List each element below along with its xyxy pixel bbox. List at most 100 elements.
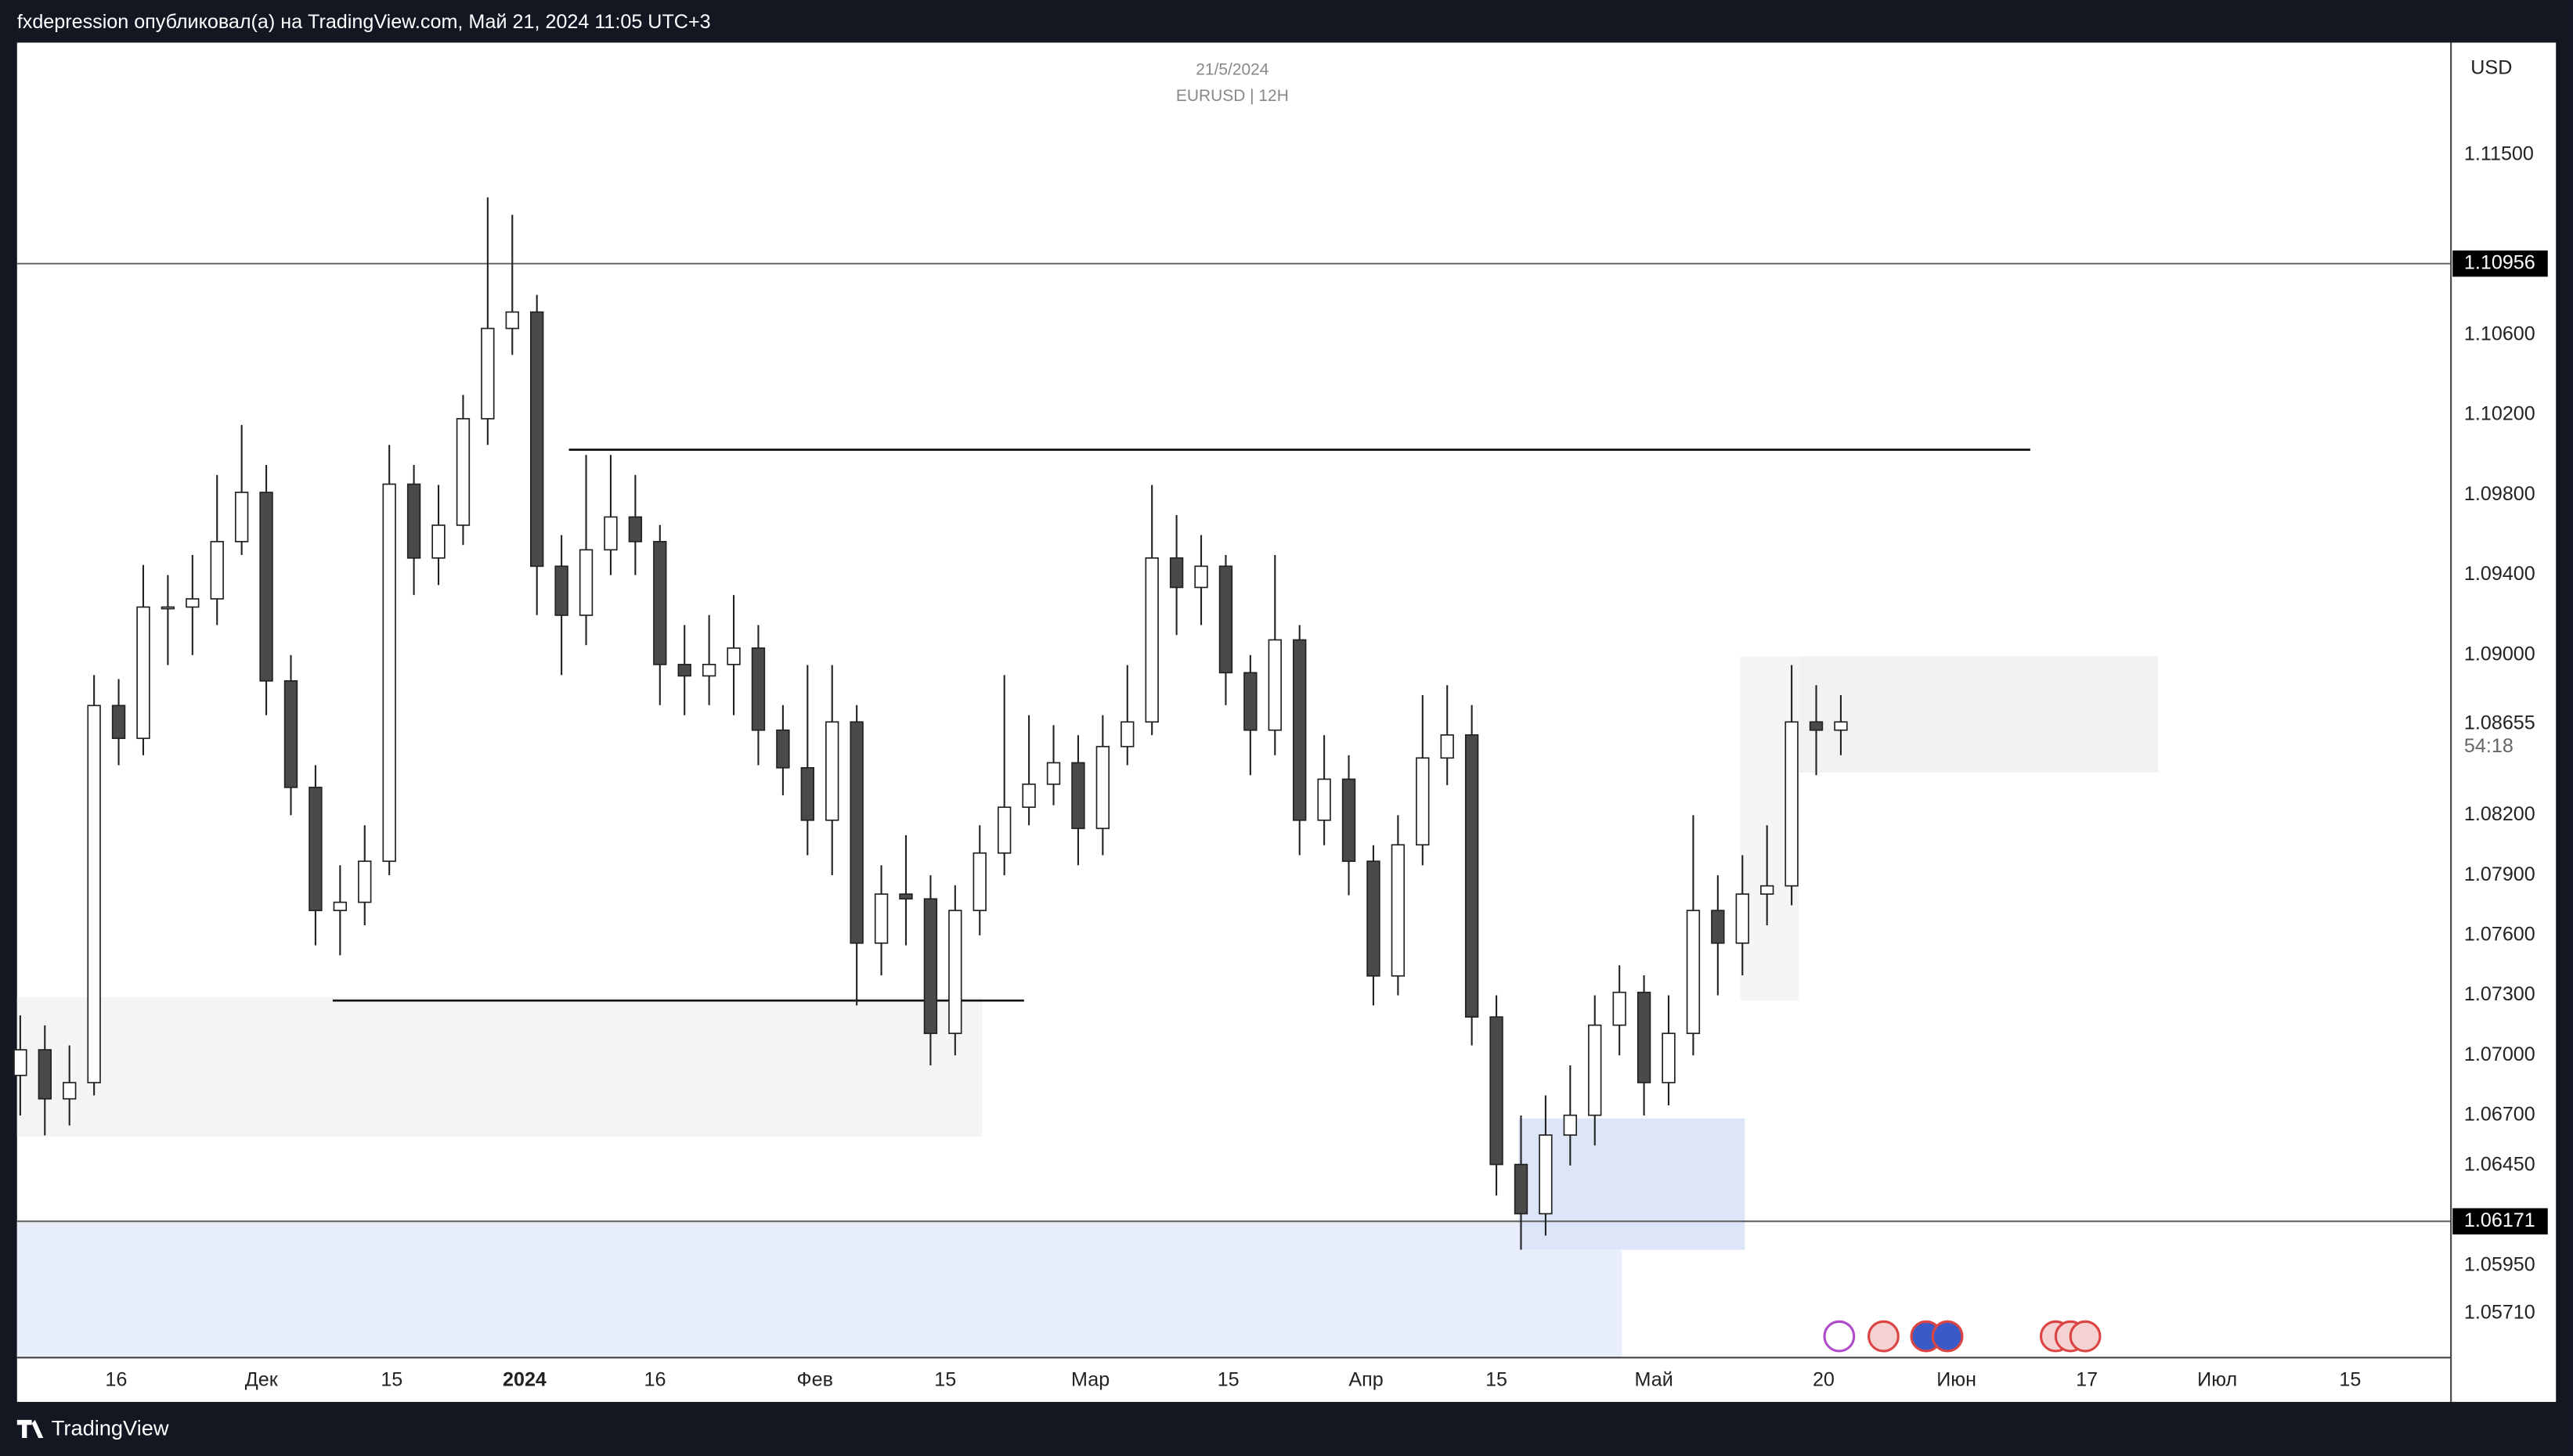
candle-body: [1834, 721, 1848, 731]
countdown: 54:18: [2464, 735, 2513, 757]
candle-body: [1268, 639, 1282, 731]
candle-body: [1391, 844, 1406, 977]
x-tick-label: Фев: [797, 1368, 833, 1390]
candle-body: [776, 729, 790, 769]
event-icons: [1823, 1320, 2102, 1353]
x-tick-label: 15: [934, 1368, 956, 1390]
candle-body: [1169, 557, 1184, 589]
chart-panel: [16, 42, 2557, 1402]
candle-body: [554, 565, 568, 616]
candle-body: [333, 901, 348, 911]
zone: [1518, 1118, 1745, 1250]
candle-body: [1317, 778, 1331, 821]
level-label-bg: [2452, 250, 2548, 277]
candle-body: [825, 721, 839, 821]
y-tick-label: 1.09400: [2464, 563, 2535, 585]
candle-body: [161, 606, 175, 610]
candle-body: [505, 311, 519, 330]
y-tick-label: 1.07600: [2464, 923, 2535, 945]
candle-body: [923, 898, 938, 1034]
x-tick-label: 16: [644, 1368, 666, 1390]
candle-body: [899, 893, 913, 900]
candle-body: [1022, 783, 1036, 809]
y-tick-label: 1.06450: [2464, 1154, 2535, 1176]
x-tick-label: 16: [105, 1368, 127, 1390]
candle-body: [210, 541, 224, 600]
candle-body: [1539, 1134, 1553, 1215]
x-tick-label: Мар: [1071, 1368, 1110, 1390]
last-price: 1.08655: [2464, 712, 2535, 734]
candle-body: [751, 647, 766, 731]
event-icon[interactable]: [1931, 1320, 1964, 1353]
level-label-bg: [2452, 1208, 2548, 1234]
candle-body: [604, 516, 618, 551]
candle-body: [283, 680, 298, 788]
y-tick-label: 1.07900: [2464, 863, 2535, 885]
event-icon[interactable]: [1868, 1320, 1900, 1353]
candle-body: [727, 647, 741, 665]
candle-body: [800, 766, 815, 821]
candle-body: [1588, 1024, 1602, 1116]
candle-body: [431, 524, 446, 559]
x-tick-label: 15: [1485, 1368, 1507, 1390]
y-tick-label: 1.05710: [2464, 1302, 2535, 1324]
x-tick-label: 15: [1218, 1368, 1240, 1390]
candle-body: [1735, 893, 1749, 944]
y-tick-label: 1.10600: [2464, 323, 2535, 344]
y-tick-label: 1.07000: [2464, 1043, 2535, 1065]
candle-body: [1416, 757, 1430, 846]
event-icon[interactable]: [1823, 1320, 1856, 1353]
candle-body: [259, 492, 273, 682]
x-tick-label: 2024: [503, 1368, 547, 1390]
y-tick-label: 1.05950: [2464, 1253, 2535, 1275]
candle-body: [234, 492, 249, 542]
header-text: fxdepression опубликовал(а) на TradingVi…: [17, 11, 711, 33]
event-icon[interactable]: [2069, 1320, 2102, 1353]
y-tick-label: 1.10200: [2464, 403, 2535, 425]
y-tick-label: 1.08200: [2464, 803, 2535, 825]
candle-body: [186, 598, 200, 608]
y-tick-label: 1.09000: [2464, 643, 2535, 665]
candle-body: [309, 787, 323, 911]
brand-logo: [16, 1419, 44, 1438]
candle-body: [1095, 745, 1110, 830]
y-tick-label: 1.06700: [2464, 1104, 2535, 1126]
candle-body: [1341, 778, 1356, 863]
x-tick-label: 17: [2076, 1368, 2098, 1390]
candle-body: [358, 860, 372, 903]
candle-body: [382, 483, 396, 863]
candle-body: [1563, 1114, 1578, 1136]
candle-body: [1293, 639, 1307, 821]
candle-body: [579, 549, 594, 616]
candle-body: [850, 721, 864, 944]
candle-body: [997, 806, 1012, 854]
currency[interactable]: USD: [2470, 57, 2512, 79]
candle-body: [1046, 762, 1061, 785]
chart-symbol: EURUSD | 12H: [1176, 87, 1289, 105]
brand[interactable]: TradingView: [52, 1416, 169, 1440]
candle-body: [481, 327, 495, 420]
x-tick-label: 15: [381, 1368, 402, 1390]
candle-body: [1759, 885, 1774, 895]
zone: [16, 1221, 1622, 1358]
x-tick-label: Май: [1635, 1368, 1673, 1390]
plot-area: [13, 197, 2452, 1358]
candle-body: [1440, 734, 1454, 759]
zone: [1799, 656, 2159, 773]
candle-body: [1464, 734, 1479, 1018]
candle-body: [38, 1049, 52, 1100]
y-tick-label: 1.09800: [2464, 483, 2535, 505]
x-tick-label: Июн: [1936, 1368, 1976, 1390]
candle-body: [63, 1082, 77, 1100]
zone: [16, 996, 983, 1137]
y-tick-label: 1.07300: [2464, 983, 2535, 1005]
candle-body: [13, 1049, 27, 1076]
candle-body: [1686, 910, 1701, 1034]
x-tick-label: 20: [1813, 1368, 1835, 1390]
y-tick-label: 1.11500: [2464, 142, 2534, 164]
candle-body: [406, 483, 421, 559]
candle-body: [111, 705, 126, 740]
candle-body: [1145, 557, 1159, 723]
candle-body: [1612, 991, 1626, 1026]
